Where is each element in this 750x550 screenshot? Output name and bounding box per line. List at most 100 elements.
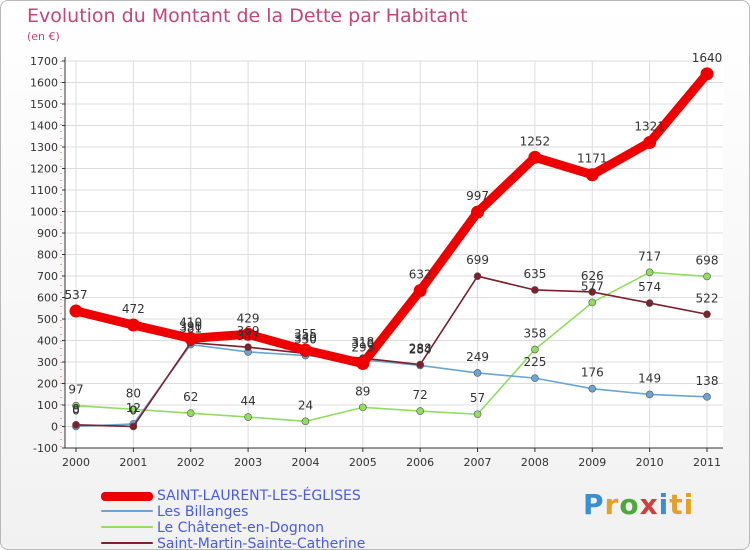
data-label: 390 [179, 320, 202, 334]
data-label: 149 [638, 371, 661, 385]
data-label: 176 [581, 366, 604, 380]
data-label: 97 [68, 383, 83, 397]
y-tick-label: 400 [37, 335, 58, 348]
data-label: 80 [126, 386, 141, 400]
legend-swatch [101, 510, 153, 512]
y-tick-label: 700 [37, 270, 58, 283]
y-tick-label: 1400 [30, 120, 58, 133]
data-label: 89 [355, 384, 370, 398]
data-label: 472 [122, 302, 145, 316]
data-point [645, 299, 654, 307]
data-point [184, 331, 198, 345]
data-point [416, 407, 424, 415]
data-label: 635 [523, 267, 546, 281]
x-tick-label: 2009 [578, 456, 606, 469]
x-tick-label: 2011 [693, 456, 721, 469]
data-label: 1252 [520, 134, 551, 148]
data-label: 537 [65, 288, 88, 302]
data-label: 310 [351, 337, 374, 351]
data-label: 358 [523, 327, 546, 341]
data-label: 574 [638, 280, 661, 294]
chart-title: Evolution du Montant de la Dette par Hab… [27, 5, 468, 27]
data-point [126, 318, 140, 332]
data-point [473, 272, 482, 281]
data-label: 57 [470, 391, 485, 405]
data-point [643, 135, 657, 149]
data-label: 0 [130, 404, 138, 418]
data-label: 626 [581, 269, 604, 283]
data-point [585, 168, 599, 182]
data-point [298, 343, 312, 357]
data-label: 429 [237, 311, 260, 325]
data-label: 699 [466, 253, 489, 267]
data-label: 1171 [577, 152, 608, 166]
y-tick-label: 1300 [30, 141, 58, 154]
data-label: 355 [294, 327, 317, 341]
data-point [471, 205, 485, 219]
data-label: 284 [409, 342, 432, 356]
data-label: 330 [294, 333, 317, 347]
data-point [700, 67, 714, 81]
legend-swatch [101, 542, 153, 544]
y-tick-label: 1700 [30, 55, 58, 68]
data-point [473, 410, 482, 419]
data-label: 8 [72, 402, 80, 416]
data-label: 72 [413, 388, 428, 402]
data-label: 698 [696, 253, 719, 267]
data-label: 381 [179, 322, 202, 336]
x-tick-label: 2002 [177, 456, 205, 469]
data-label: 1321 [634, 119, 665, 133]
data-point [531, 374, 539, 382]
data-label: 717 [638, 249, 661, 263]
x-tick-label: 2006 [406, 456, 434, 469]
y-tick-label: -100 [33, 442, 58, 455]
data-point [416, 360, 424, 369]
series-line [71, 69, 712, 369]
data-label: 24 [298, 398, 313, 412]
legend-label: Le Châtenet-en-Dognon [157, 520, 325, 536]
data-label: 347 [237, 329, 260, 343]
x-tick-label: 2001 [119, 456, 147, 469]
data-label: 62 [183, 390, 198, 404]
x-tick-label: 2000 [62, 456, 90, 469]
legend-label: Saint-Martin-Sainte-Catherine [157, 536, 366, 550]
data-point [356, 357, 370, 371]
y-tick-label: 0 [51, 421, 58, 434]
data-label: 12 [126, 401, 141, 415]
data-label: 138 [696, 374, 719, 388]
data-label: 249 [466, 350, 489, 364]
legend-swatch [101, 526, 153, 528]
legend-label: SAINT-LAURENT-LES-ÉGLISES [157, 488, 361, 504]
y-tick-label: 900 [37, 227, 58, 240]
data-point [528, 150, 542, 164]
y-tick-label: 1000 [30, 206, 58, 219]
x-tick-label: 2005 [349, 456, 377, 469]
data-point [531, 345, 539, 354]
x-tick-label: 2008 [521, 456, 549, 469]
data-point [703, 272, 711, 281]
legend-label: Les Billanges [157, 504, 249, 520]
chart-unit-label: (en €) [27, 30, 60, 43]
data-point [72, 401, 80, 410]
data-point [244, 343, 252, 351]
y-tick-label: 1600 [30, 77, 58, 90]
data-label: 0 [72, 404, 80, 418]
data-label: 340 [294, 330, 317, 344]
data-point [588, 288, 597, 296]
data-point [69, 304, 83, 318]
data-label: 577 [581, 279, 604, 293]
data-label: 225 [523, 355, 546, 369]
y-tick-label: 800 [37, 249, 58, 262]
data-label: 369 [237, 324, 260, 338]
y-tick-label: 1100 [30, 184, 58, 197]
data-point [186, 409, 195, 417]
x-tick-label: 2007 [464, 456, 492, 469]
y-tick-label: 100 [37, 399, 58, 412]
data-point [588, 298, 597, 307]
data-label: 318 [351, 335, 374, 349]
proxiti-logo: Proxiti [583, 488, 695, 521]
data-label: 410 [179, 315, 202, 329]
data-label: 997 [466, 189, 489, 203]
